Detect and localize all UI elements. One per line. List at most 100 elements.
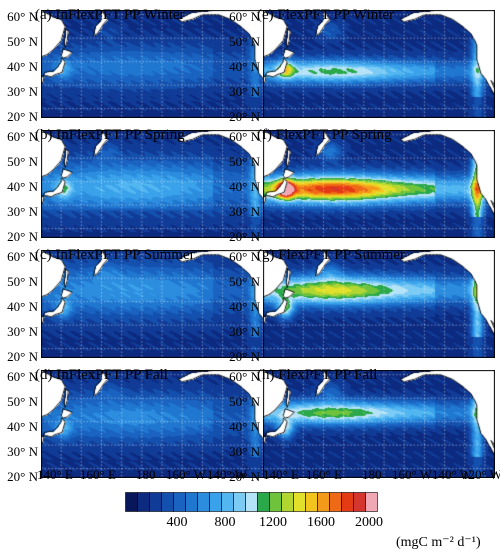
lat-label: 60° N (7, 9, 38, 24)
colorbar-swatch (353, 492, 366, 512)
panel-title: (d) InFlexPFT PP Fall (35, 367, 168, 383)
lat-label: 50° N (7, 394, 38, 409)
lat-label: 30° N (229, 204, 260, 219)
panel-h: (h) FlexPFT PP Fall (257, 367, 495, 478)
lat-label: 50° N (229, 394, 260, 409)
lat-label: 40° N (229, 299, 260, 314)
lat-label: 50° N (229, 274, 260, 289)
map-flex-fall (263, 370, 495, 478)
panel-g: (g) FlexPFT PP Summer (257, 247, 495, 358)
colorbar-swatch (293, 492, 306, 512)
lon-label: 160° W (392, 467, 432, 482)
lat-label: 20° N (229, 349, 260, 364)
lat-label: 60° N (229, 249, 260, 264)
lat-label: 20° N (229, 229, 260, 244)
lat-label: 20° N (7, 229, 38, 244)
lat-label: 50° N (7, 154, 38, 169)
lat-label: 30° N (229, 84, 260, 99)
colorbar-tick-label: 800 (214, 515, 236, 530)
lon-label: 160° W (166, 467, 206, 482)
lat-label: 40° N (7, 419, 38, 434)
panel-title: (a) InFlexPFT PP Winter (35, 7, 185, 23)
lat-label: 60° N (229, 129, 260, 144)
colorbar-swatch (317, 492, 330, 512)
colorbar-swatch (365, 492, 378, 512)
colorbar-swatch (341, 492, 354, 512)
lon-label: 140° E (263, 467, 299, 482)
lat-label: 50° N (7, 274, 38, 289)
lat-label: 30° N (7, 84, 38, 99)
lat-label: 20° N (229, 469, 260, 484)
lat-label: 20° N (7, 109, 38, 124)
lat-label: 50° N (7, 34, 38, 49)
lon-label: 120° W (462, 467, 500, 482)
lon-label: 160° E (306, 467, 342, 482)
colorbar-tick-label: 400 (166, 515, 188, 530)
colorbar-tick-label: 2000 (355, 515, 383, 530)
colorbar-swatch (221, 492, 234, 512)
map-flex-winter (263, 10, 495, 118)
colorbar-swatch (329, 492, 342, 512)
lat-label: 60° N (229, 9, 260, 24)
colorbar-swatch (185, 492, 198, 512)
lat-label: 30° N (7, 444, 38, 459)
lat-label: 20° N (7, 469, 38, 484)
colorbar-tick-label: 1600 (307, 515, 335, 530)
lon-label: 140° E (37, 467, 73, 482)
colorbar-swatch (233, 492, 246, 512)
map-inflex-winter (41, 10, 273, 118)
lat-label: 40° N (229, 179, 260, 194)
colorbar-swatch (137, 492, 150, 512)
lat-label: 50° N (229, 34, 260, 49)
lon-label: 160° E (80, 467, 116, 482)
colorbar (125, 492, 378, 512)
panel-title: (h) FlexPFT PP Fall (257, 367, 378, 383)
lat-label: 40° N (7, 59, 38, 74)
lat-label: 20° N (7, 349, 38, 364)
map-flex-spring (263, 130, 495, 238)
lon-label: 140° W (207, 467, 247, 482)
colorbar-swatch (149, 492, 162, 512)
lat-label: 20° N (229, 109, 260, 124)
panel-title: (c) InFlexPFT PP Summer (35, 247, 195, 263)
lat-label: 40° N (229, 419, 260, 434)
lon-label: 180 (136, 467, 156, 482)
lat-label: 60° N (7, 249, 38, 264)
lat-label: 30° N (229, 444, 260, 459)
panel-f: (f) FlexPFT PP Spring (257, 127, 495, 238)
lon-label: 140° W (432, 467, 472, 482)
colorbar-swatch (281, 492, 294, 512)
lat-label: 60° N (229, 369, 260, 384)
panel-title: (e) FlexPFT PP Winter (257, 7, 395, 23)
lat-label: 40° N (229, 59, 260, 74)
panel-b: (b) InFlexPFT PP Spring (35, 127, 273, 238)
panel-title: (g) FlexPFT PP Summer (257, 247, 405, 263)
panel-title: (f) FlexPFT PP Spring (257, 127, 392, 143)
lat-label: 30° N (229, 324, 260, 339)
panel-d: (d) InFlexPFT PP Fall (35, 367, 273, 478)
lat-label: 30° N (7, 204, 38, 219)
panel-a: (a) InFlexPFT PP Winter (35, 7, 273, 118)
colorbar-swatch (269, 492, 282, 512)
panel-title: (b) InFlexPFT PP Spring (35, 127, 185, 143)
lat-label: 30° N (7, 324, 38, 339)
colorbar-swatch (173, 492, 186, 512)
colorbar-swatch (245, 492, 258, 512)
map-inflex-summer (41, 250, 273, 358)
lat-label: 50° N (229, 154, 260, 169)
lat-label: 60° N (7, 129, 38, 144)
map-inflex-fall (41, 370, 273, 478)
colorbar-swatch (197, 492, 210, 512)
panel-c: (c) InFlexPFT PP Summer (35, 247, 273, 358)
map-flex-summer (263, 250, 495, 358)
colorbar-tick-label: 1200 (259, 515, 287, 530)
panel-e: (e) FlexPFT PP Winter (257, 7, 495, 118)
colorbar-swatch (257, 492, 270, 512)
map-inflex-spring (41, 130, 273, 238)
lat-label: 40° N (7, 299, 38, 314)
lat-label: 60° N (7, 369, 38, 384)
colorbar-swatch (125, 492, 138, 512)
colorbar-units: (mgC m⁻² d⁻¹) (396, 535, 481, 550)
lon-label: 180 (362, 467, 382, 482)
colorbar-swatch (161, 492, 174, 512)
